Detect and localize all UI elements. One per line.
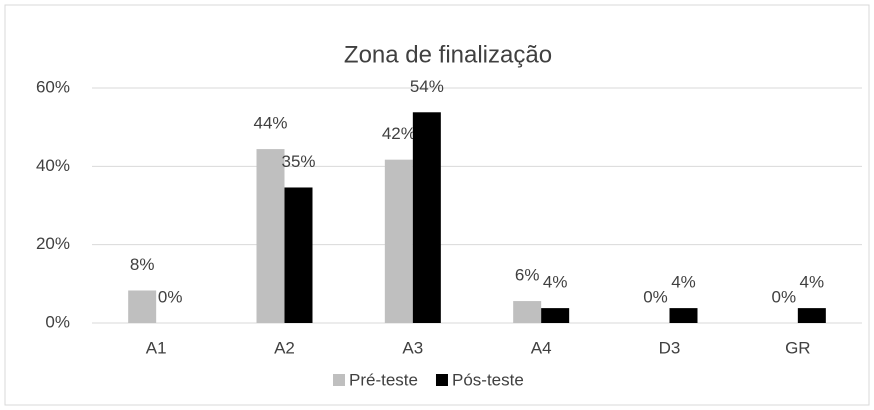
bar	[669, 308, 698, 323]
value-label: 4%	[543, 273, 568, 292]
legend-swatch	[333, 374, 345, 386]
legend-swatch	[435, 374, 448, 386]
bar	[256, 149, 285, 323]
x-tick-label: GR	[785, 338, 811, 357]
x-tick-label: D3	[659, 338, 681, 357]
value-label: 0%	[643, 287, 668, 306]
value-label: 8%	[130, 255, 155, 274]
y-tick-label: 20%	[36, 234, 70, 253]
x-tick-label: A3	[402, 338, 423, 357]
x-tick-label: A2	[274, 338, 295, 357]
bar	[128, 290, 157, 323]
chart-title: Zona de finalização	[344, 41, 552, 68]
value-label: 54%	[410, 77, 444, 96]
bar	[541, 308, 570, 323]
value-label: 42%	[382, 124, 416, 143]
legend-label: Pós-teste	[452, 370, 524, 389]
x-tick-label: A1	[146, 338, 167, 357]
value-label: 6%	[515, 266, 540, 285]
y-tick-label: 40%	[36, 156, 70, 175]
value-label: 0%	[158, 287, 183, 306]
x-tick-label: A4	[531, 338, 552, 357]
value-label: 44%	[253, 114, 287, 133]
value-label: 0%	[772, 287, 797, 306]
bar	[412, 112, 441, 324]
y-tick-label: 60%	[36, 77, 70, 96]
bar	[284, 187, 313, 323]
legend-label: Pré-teste	[349, 370, 418, 389]
bar	[384, 159, 413, 323]
bar	[513, 301, 542, 323]
value-label: 4%	[800, 273, 825, 292]
bar	[797, 308, 826, 323]
y-tick-label: 0%	[45, 312, 70, 331]
value-label: 4%	[671, 273, 696, 292]
value-label: 35%	[281, 152, 315, 171]
